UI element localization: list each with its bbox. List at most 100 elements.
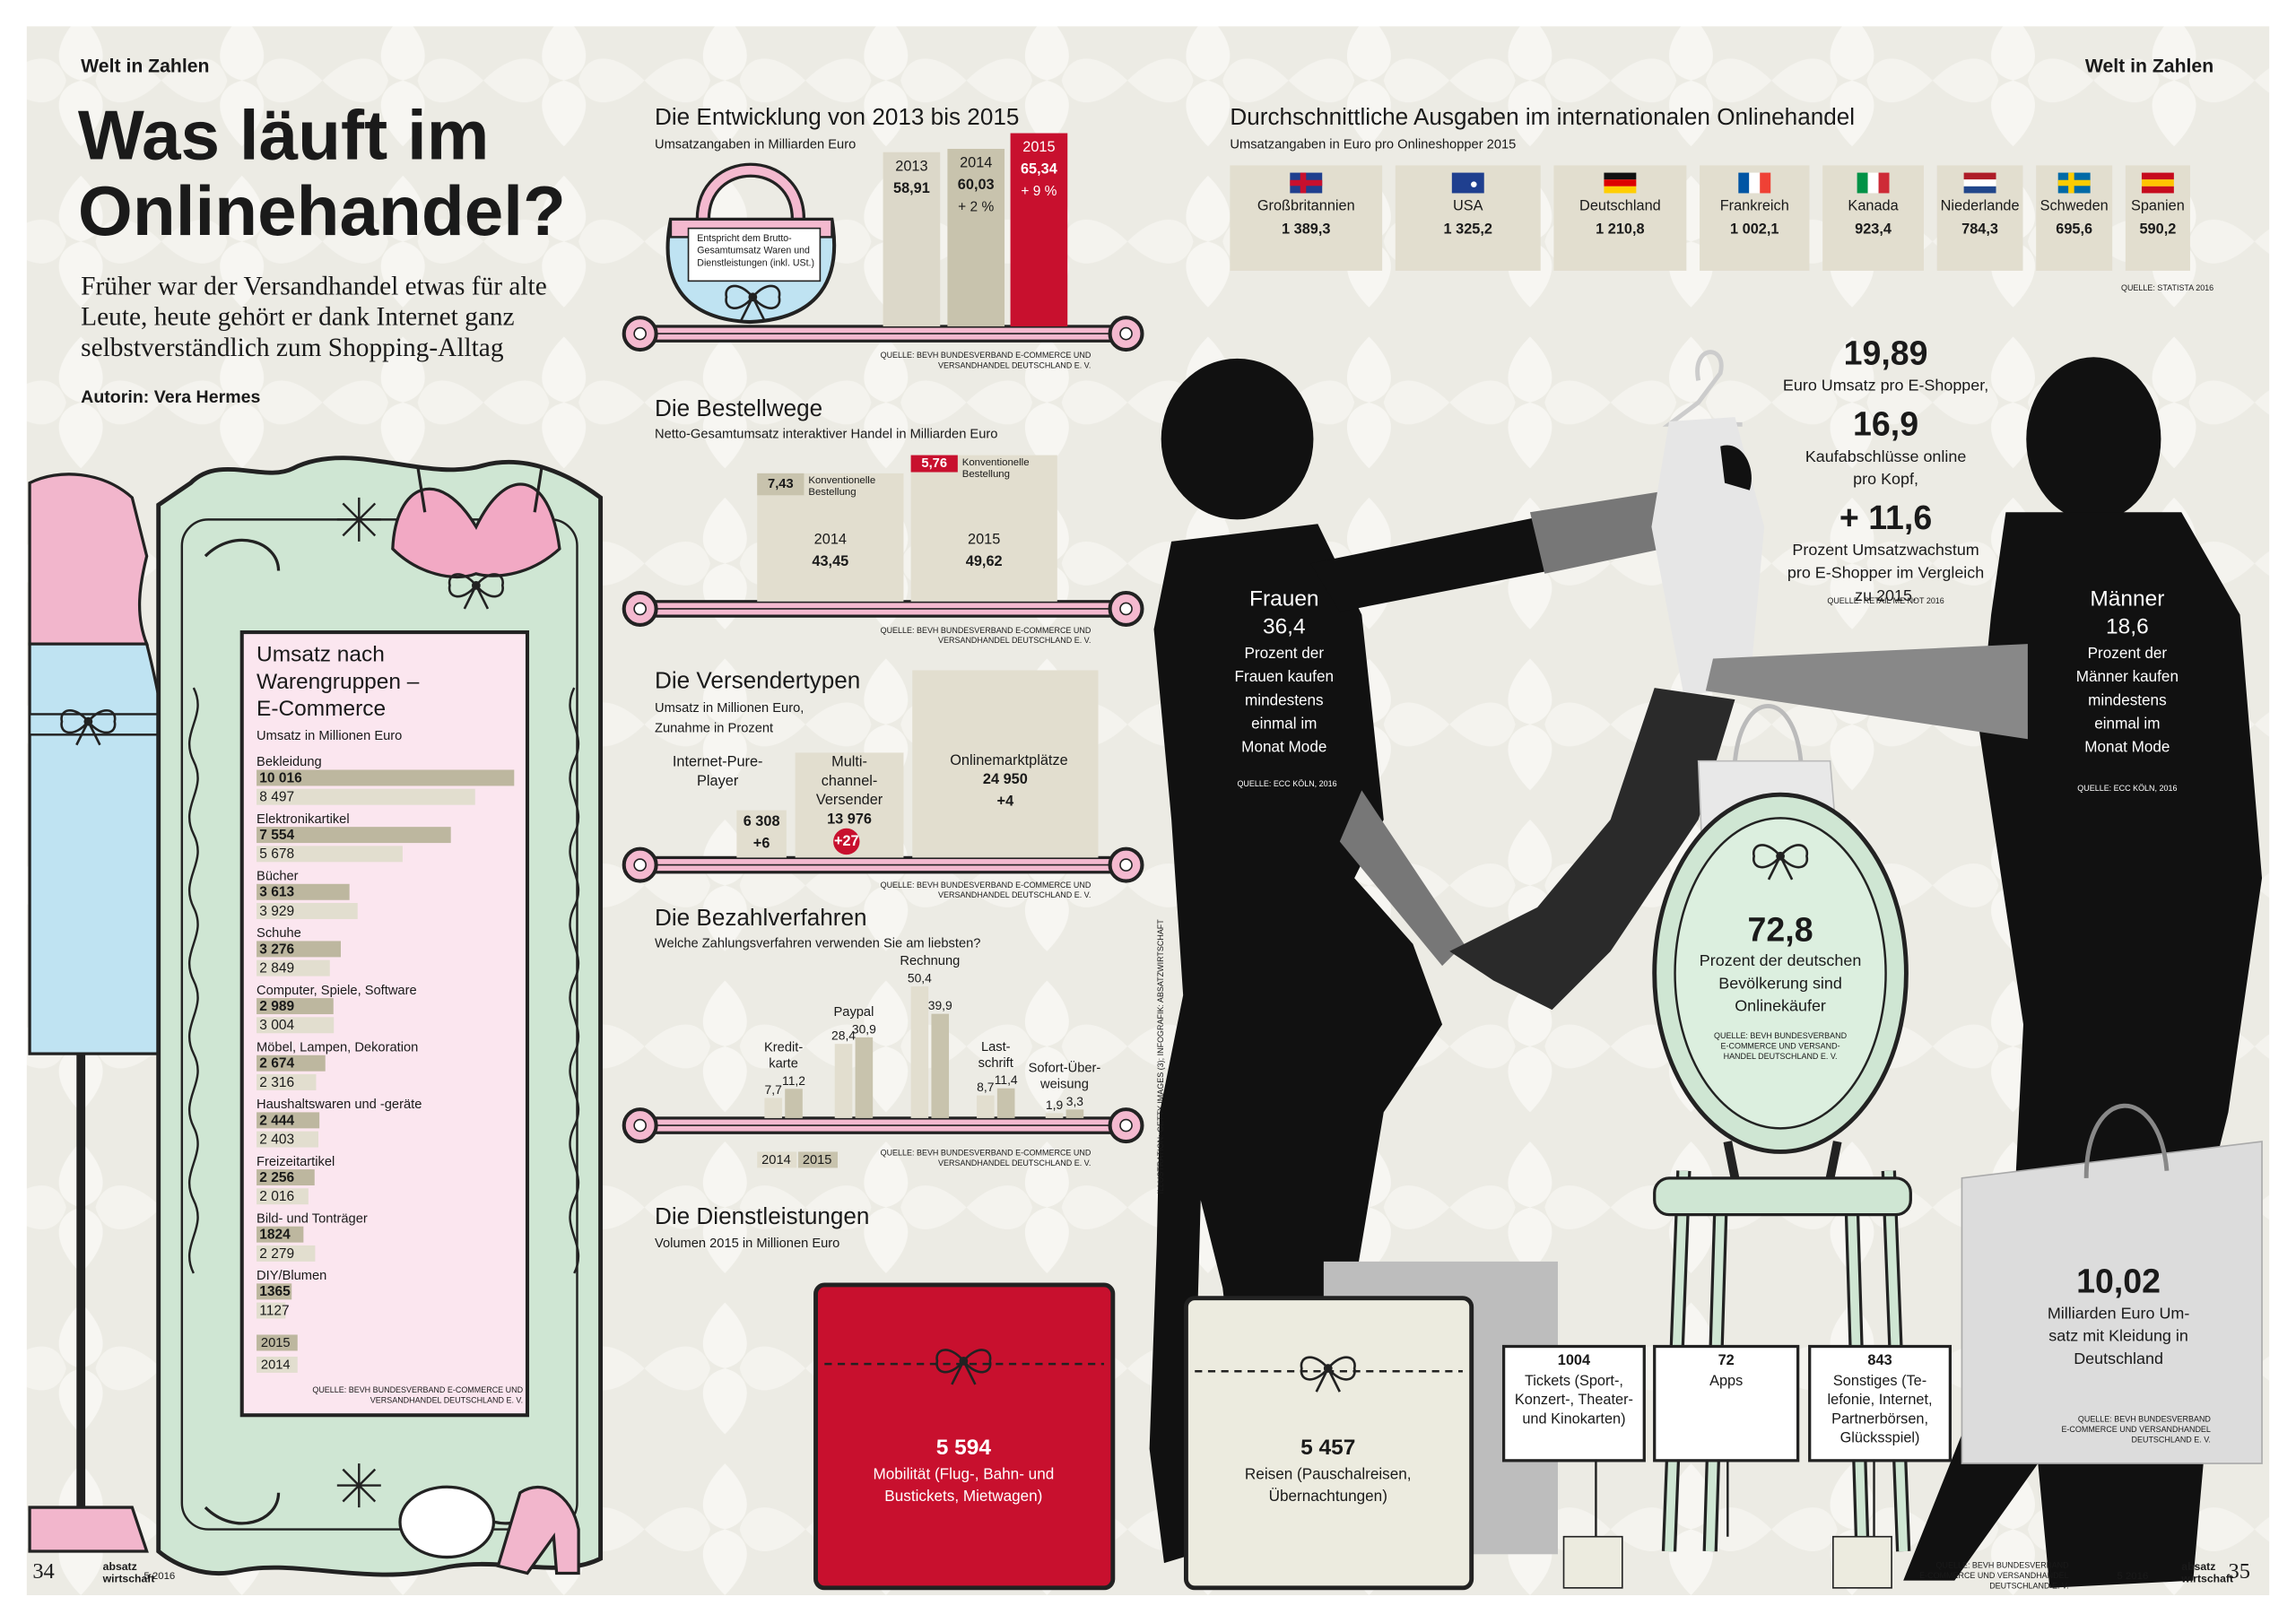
- fact-text: Prozent der deutschen: [1700, 951, 1862, 969]
- flag: [1857, 172, 1868, 194]
- legend-label: 2015: [803, 1153, 832, 1167]
- category-label: Rechnung: [900, 954, 960, 968]
- chart-title: Die Bestellwege: [655, 395, 822, 421]
- source-note: E-COMMERCE UND VERSANDHANDEL: [2061, 1425, 2210, 1434]
- bar: [257, 903, 358, 919]
- group-text: Prozent der: [2088, 644, 2168, 662]
- category-label: Schweden: [2040, 197, 2109, 213]
- flag: [2141, 186, 2174, 194]
- legend-swatch: [797, 1151, 838, 1168]
- flag: [1738, 172, 1750, 194]
- chart-title: Die Bezahlverfahren: [655, 904, 867, 931]
- category-label: 2014: [960, 155, 992, 171]
- value-label: 2 674: [259, 1056, 294, 1072]
- value-label: 1365: [259, 1284, 291, 1299]
- flag: [2141, 172, 2174, 180]
- growth-badge: [833, 828, 860, 855]
- fact-text: satz mit Kleidung in: [2048, 1327, 2188, 1345]
- credit: ILLUSTRATION: GETTY IMAGES (3); INFOGRAF…: [1156, 919, 1165, 1194]
- value-label: 3 004: [259, 1018, 294, 1033]
- bar: [977, 1095, 995, 1118]
- segment-label: Konventionelle: [808, 475, 875, 486]
- service-label: Reisen (Pauschalreisen,: [1245, 1465, 1412, 1483]
- category-label: 2014: [814, 532, 847, 548]
- value-label: 60,03: [958, 177, 995, 193]
- service-label: Partnerbörsen,: [1831, 1410, 1928, 1427]
- source-note: VERSANDHANDEL DEUTSCHLAND E. V.: [938, 1159, 1091, 1167]
- chart-subtitle: Netto-Gesamtumsatz interaktiver Handel i…: [655, 428, 997, 442]
- bar: [834, 1044, 853, 1118]
- source-note: QUELLE: STATISTA 2016: [2121, 283, 2213, 292]
- category-label: 2013: [895, 158, 927, 174]
- service-label: und Kinokarten): [1522, 1410, 1625, 1427]
- fact-value: 16,9: [1853, 405, 1918, 443]
- bar: [257, 1112, 320, 1129]
- segment-label: Bestellung: [808, 487, 856, 498]
- flag: [2141, 179, 2174, 187]
- group-text: Männer kaufen: [2076, 667, 2179, 685]
- bar: [257, 827, 451, 844]
- value-label: 2 016: [259, 1189, 294, 1204]
- brand: wirtschaft: [2180, 1572, 2233, 1584]
- value-label: 590,2: [2139, 221, 2176, 238]
- note: Entspricht dem Brutto-: [697, 233, 792, 244]
- bar: [947, 149, 1005, 326]
- source-note: VERSANDHANDEL DEUTSCHLAND E. V.: [370, 1395, 523, 1404]
- issue: 5 2016: [2117, 1571, 2148, 1582]
- bar: [257, 1169, 315, 1186]
- fact-value: 10,02: [2076, 1262, 2161, 1299]
- category-label: USA: [1453, 197, 1483, 213]
- group-text: Prozent der: [1245, 644, 1325, 662]
- fact-text: Euro Umsatz pro E-Shopper,: [1783, 377, 1988, 395]
- legend-swatch: [257, 1356, 298, 1373]
- category-label: 2015: [968, 532, 1000, 548]
- value-label: 11,4: [995, 1072, 1018, 1087]
- bar: [257, 1188, 309, 1205]
- value-label: 6 308: [744, 813, 780, 829]
- category-label: Freizeitartikel: [257, 1155, 335, 1169]
- bar: [257, 1131, 318, 1148]
- chart-subtitle: Umsatzangaben in Milliarden Euro: [655, 137, 856, 152]
- page-number: 35: [2228, 1559, 2249, 1584]
- section-subtitle: Volumen 2015 in Millionen Euro: [655, 1237, 839, 1251]
- value-label: 3 929: [259, 904, 294, 919]
- source-note: VERSANDHANDEL DEUTSCHLAND E. V.: [938, 890, 1091, 899]
- value-label: 7,7: [765, 1082, 783, 1097]
- bar: [855, 1037, 874, 1118]
- bar: [785, 1089, 803, 1118]
- bar: [257, 1283, 292, 1300]
- bar: [257, 998, 334, 1015]
- group-text: einmal im: [1251, 714, 1317, 732]
- bar: [257, 1017, 335, 1034]
- legend-label: 2015: [261, 1336, 291, 1350]
- growth-label: +6: [753, 835, 770, 851]
- source-note: VERSANDHANDEL DEUTSCHLAND E. V.: [938, 360, 1091, 369]
- group-text: mindestens: [2088, 690, 2167, 708]
- value-label: 1 389,3: [1282, 221, 1330, 238]
- chart-title: Die Entwicklung von 2013 bis 2015: [655, 103, 1019, 130]
- flag: [1471, 181, 1477, 187]
- flag: [2057, 179, 2091, 187]
- value-label: 8 497: [259, 790, 294, 805]
- value-label: 2 444: [259, 1113, 294, 1128]
- value-label: 49,62: [966, 553, 1003, 569]
- growth-label: +27: [834, 833, 859, 849]
- service-value: 5 594: [936, 1436, 992, 1460]
- category-label: Großbritannien: [1257, 197, 1355, 213]
- source-note: QUELLE: ECC KÖLN, 2016: [1237, 779, 1336, 788]
- bar: [257, 846, 403, 863]
- segment-label: Bestellung: [962, 469, 1010, 480]
- value-label: 923,4: [1855, 221, 1892, 238]
- service-label: Tickets (Sport-,: [1525, 1373, 1623, 1389]
- value-label: 11,2: [782, 1073, 805, 1088]
- value-label: 2 279: [259, 1246, 294, 1262]
- category-label: weisung: [1039, 1077, 1089, 1091]
- source-note: DEUTSCHLAND E. V.: [1989, 1582, 2068, 1591]
- fact-text: pro E-Shopper im Vergleich: [1787, 564, 1984, 582]
- bar: [257, 1055, 326, 1072]
- category-label: Elektronikartikel: [257, 812, 350, 827]
- category-label: Bekleidung: [257, 755, 322, 769]
- fact-text: pro Kopf,: [1853, 470, 1918, 488]
- chart-subtitle: Umsatz in Millionen Euro: [257, 729, 402, 743]
